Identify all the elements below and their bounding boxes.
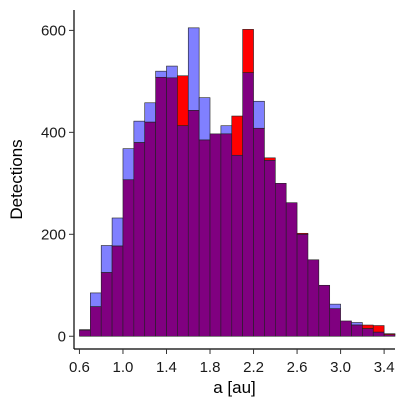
y-tick-label: 600 [41, 22, 66, 39]
bar-overlap [362, 328, 374, 337]
bar-overlap [133, 142, 146, 337]
bar-blue-excess [351, 322, 363, 326]
bar-overlap [166, 77, 178, 337]
bar-overlap [383, 334, 396, 337]
bar-red-excess [231, 115, 243, 156]
bar-overlap [90, 306, 102, 337]
bar-blue-excess [90, 292, 102, 307]
y-tick-label: 400 [41, 124, 66, 141]
bar-overlap [253, 127, 265, 337]
bar-overlap [144, 121, 156, 337]
bar-overlap [307, 259, 320, 337]
bar-overlap [209, 133, 222, 337]
bar-blue-excess [155, 70, 167, 78]
x-axis-title: a [au] [213, 378, 256, 397]
bar-overlap [351, 324, 363, 337]
x-tick-label: 1.4 [156, 359, 177, 376]
x-tick-label: 2.6 [287, 359, 308, 376]
bar-blue-excess [133, 120, 146, 143]
bar-overlap [198, 139, 211, 337]
bar-blue-excess [220, 125, 233, 135]
bar-overlap [329, 308, 341, 337]
y-tick-label: 200 [41, 226, 66, 243]
bar-overlap [122, 179, 135, 337]
bar-overlap [318, 284, 331, 337]
bar-overlap [296, 234, 309, 337]
bars-layer [79, 27, 396, 337]
x-tick-label: 3.4 [374, 359, 395, 376]
bar-blue-excess [111, 217, 124, 247]
x-tick-label: 2.2 [243, 359, 264, 376]
bar-overlap [372, 331, 385, 337]
bar-red-excess [372, 325, 385, 333]
bar-red-excess [362, 324, 374, 329]
bar-overlap [275, 183, 287, 337]
bar-overlap [264, 160, 276, 337]
bar-overlap [231, 154, 243, 337]
bar-overlap [220, 133, 233, 337]
bar-blue-excess [100, 245, 113, 273]
x-tick-label: 1.0 [113, 359, 134, 376]
bar-red-excess [242, 29, 254, 74]
bar-blue-excess [144, 102, 156, 123]
bar-blue-excess [329, 303, 341, 310]
bar-overlap [285, 202, 298, 337]
y-axis-title: Detections [7, 139, 26, 219]
bar-blue-excess [122, 148, 135, 181]
bar-overlap [187, 110, 200, 337]
bar-overlap [155, 76, 167, 337]
bar-blue-excess [166, 65, 178, 79]
bar-overlap [111, 245, 124, 337]
bar-overlap [340, 320, 352, 337]
bar-overlap [242, 72, 254, 337]
bar-overlap [100, 272, 113, 337]
bar-blue-excess [253, 100, 265, 129]
bar-overlap [177, 125, 189, 337]
x-tick-label: 0.6 [69, 359, 90, 376]
bar-blue-excess [187, 27, 200, 111]
bar-red-excess [177, 75, 189, 127]
x-tick-label: 3.0 [330, 359, 351, 376]
x-tick-label: 1.8 [200, 359, 221, 376]
y-tick-label: 0 [58, 328, 66, 345]
bar-red-excess [264, 157, 276, 161]
axes-layer: 0.6 1.0 1.4 1.8 2.2 2.6 3.0 3.4 0 200 400 600 [41, 10, 395, 376]
bar-overlap [79, 329, 91, 337]
bar-blue-excess [198, 97, 211, 141]
